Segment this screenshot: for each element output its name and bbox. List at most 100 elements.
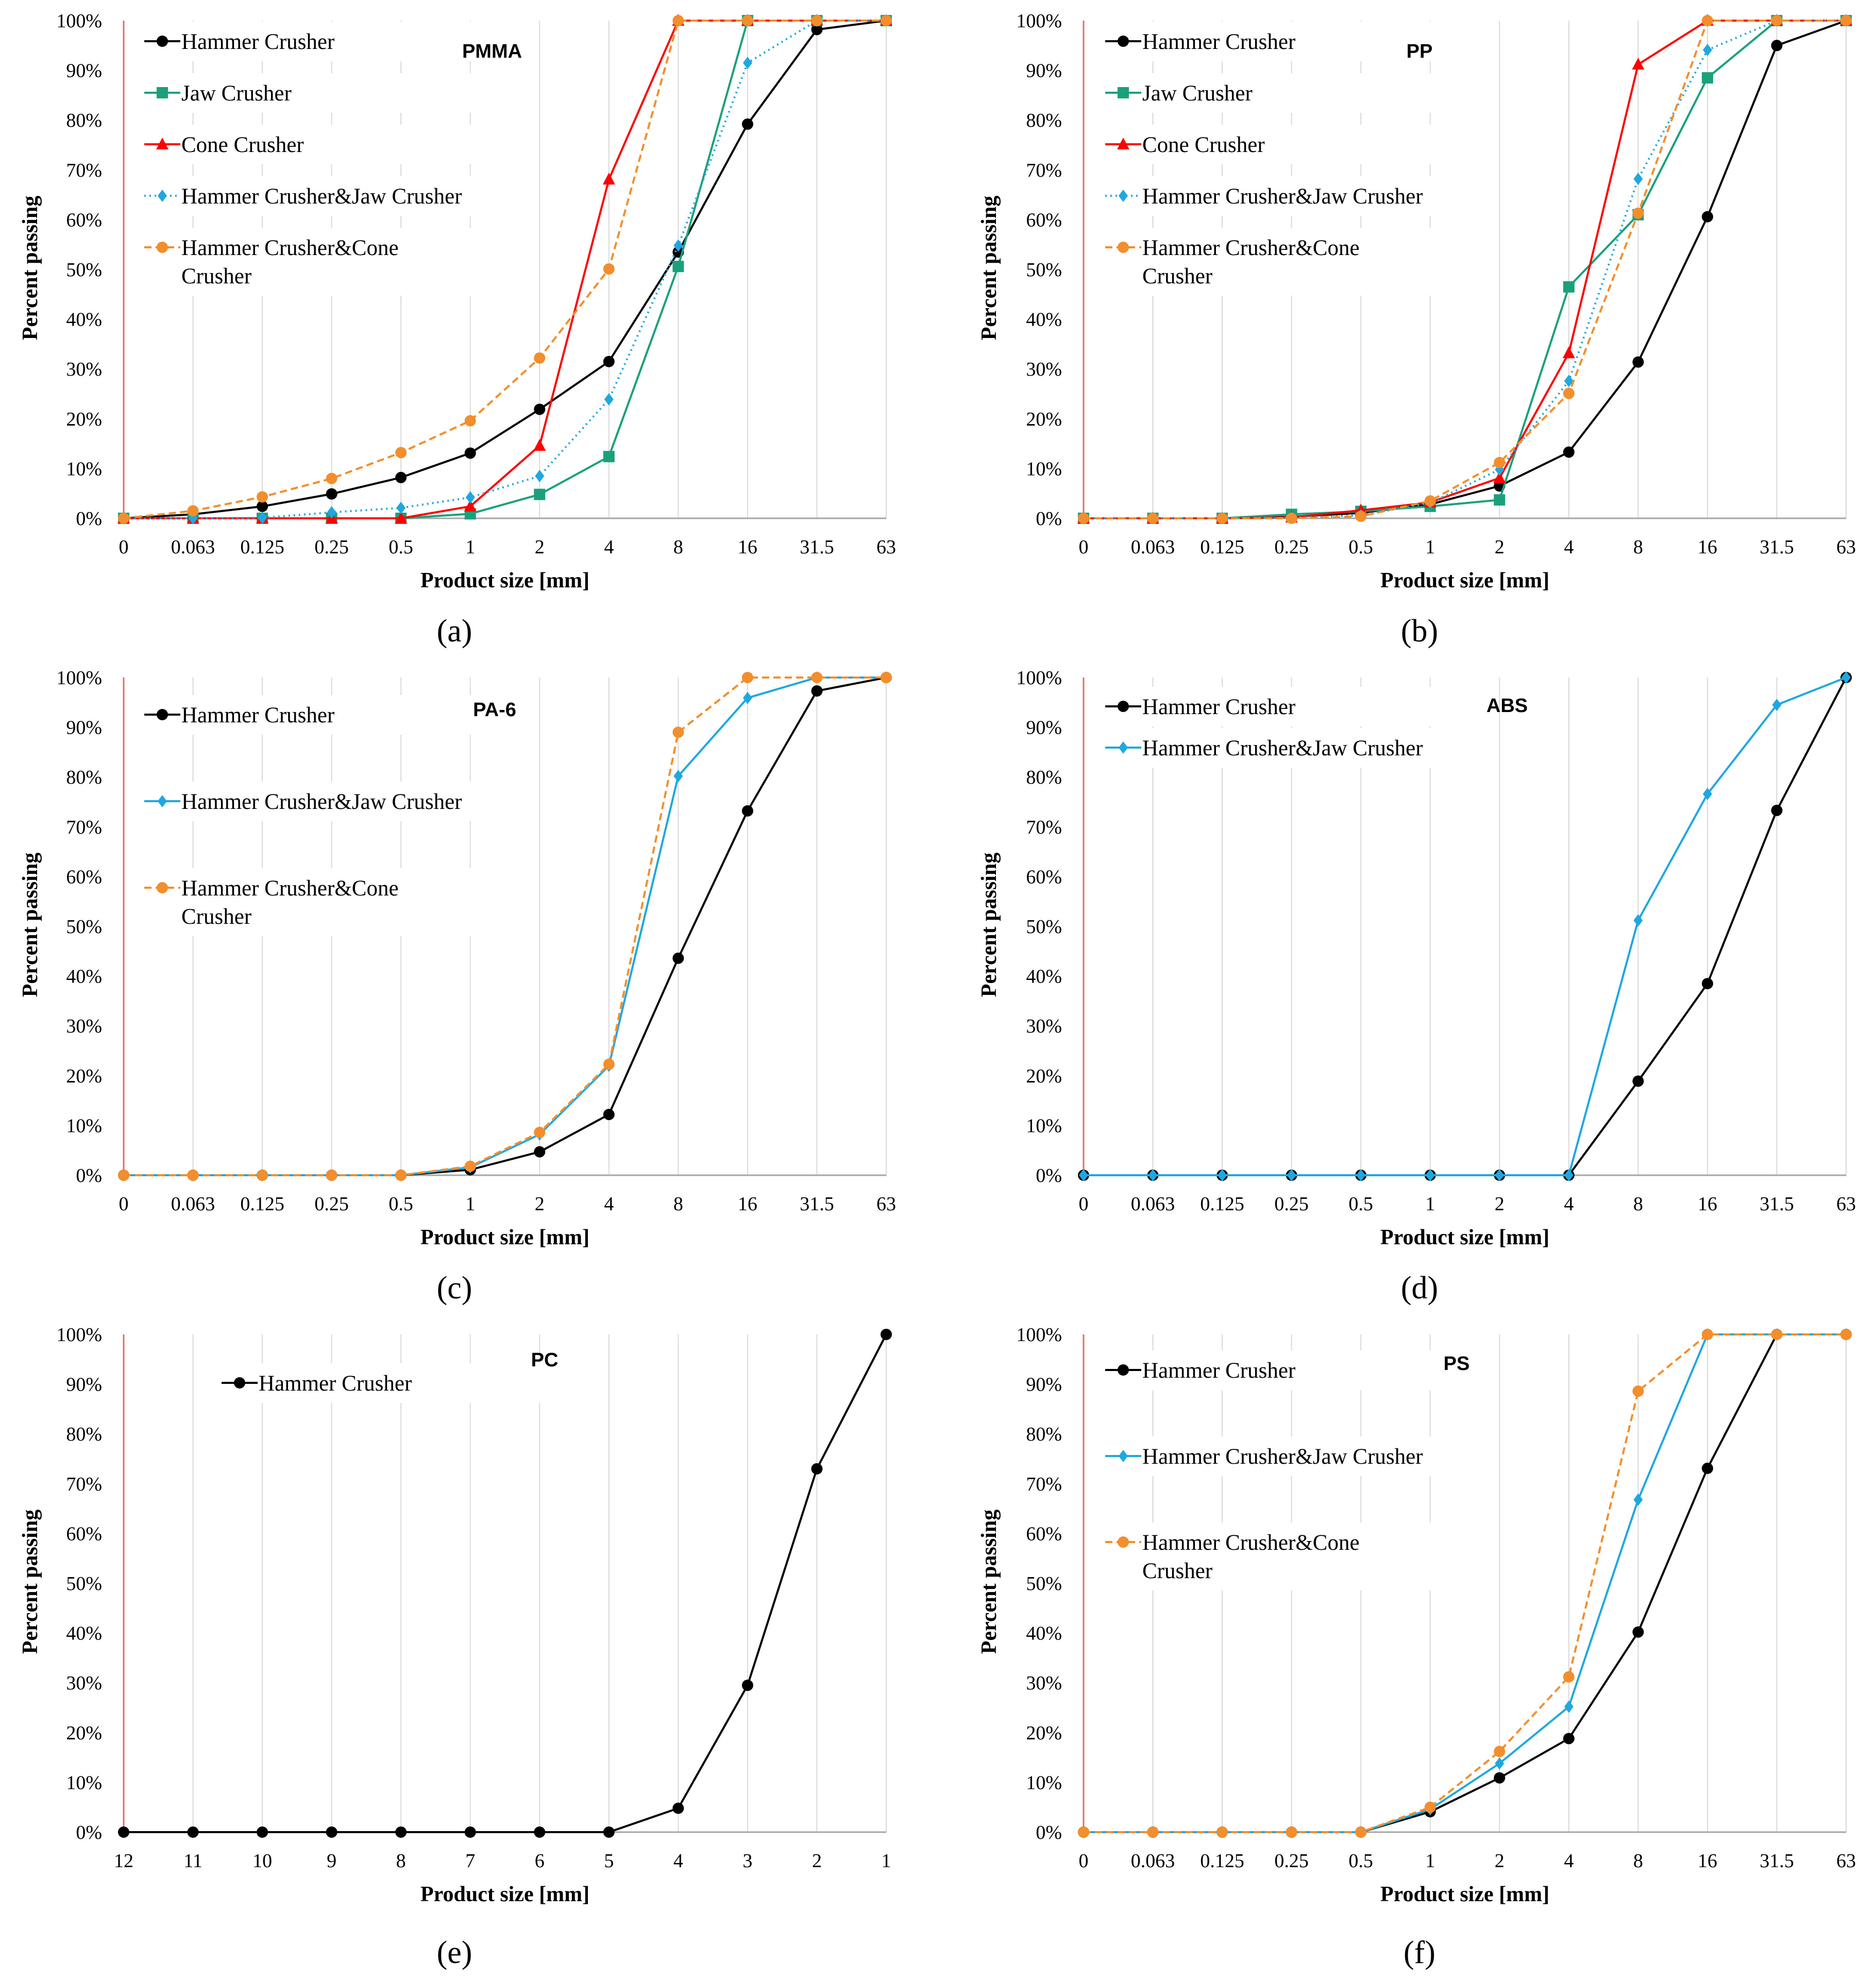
x-tick-label: 8	[673, 1193, 683, 1215]
legend: Hammer Crusher Hammer Crusher&Jaw Crusher	[1098, 687, 1490, 768]
legend-label: Hammer Crusher&Jaw Crusher	[181, 184, 462, 209]
plot-area	[118, 671, 892, 1181]
legend-marker	[1117, 138, 1129, 149]
legend-background	[1098, 228, 1490, 296]
y-tick-label: 90%	[1026, 717, 1062, 739]
y-axis-title: Percent passing	[977, 196, 1001, 340]
x-tick-label: 0	[119, 536, 129, 558]
y-tick-label: 40%	[66, 966, 102, 988]
y-tick-label: 90%	[66, 60, 102, 82]
legend-item-hammer-crusher-jaw-crusher: Hammer Crusher&Jaw Crusher	[1098, 728, 1490, 768]
legend-label: Hammer Crusher	[259, 1372, 412, 1396]
data-point	[742, 57, 752, 70]
series-line	[124, 676, 886, 1176]
y-tick-label: 100%	[56, 667, 102, 689]
y-tick-label: 0%	[1036, 508, 1062, 530]
x-tick-labels: 0 0.063 0.125 0.25 0.5 1 2 4 8 16 31.5 63	[1079, 536, 1856, 558]
y-tick-label: 0%	[1036, 1165, 1062, 1187]
y-tick-label: 50%	[1026, 1573, 1062, 1595]
y-tick-label: 30%	[1026, 359, 1062, 380]
data-point	[811, 15, 823, 26]
data-point	[1771, 1329, 1783, 1340]
data-point	[741, 805, 753, 817]
series-hammer-crusher-jaw-crusher	[1079, 671, 1851, 1181]
data-point	[603, 356, 615, 367]
x-tick-label: 2	[535, 1193, 545, 1215]
y-tick-label: 0%	[1036, 1822, 1062, 1843]
y-tick-label: 100%	[1016, 667, 1062, 689]
x-tick-label: 0	[119, 1193, 129, 1215]
data-point	[811, 685, 823, 697]
legend-label: Cone Crusher	[181, 133, 304, 157]
x-tick-label: 1	[465, 1193, 475, 1215]
data-point	[1216, 1826, 1228, 1838]
legend-item-hammer-crusher: Hammer Crusher	[137, 22, 529, 61]
data-point	[465, 491, 475, 504]
chart-title: PMMA	[462, 41, 522, 62]
y-tick-label: 20%	[66, 1065, 102, 1087]
legend-item-hammer-crusher-cone-crusher: Hammer Crusher&Cone Crusher	[1098, 228, 1490, 296]
x-tick-label: 3	[742, 1850, 752, 1872]
data-point	[533, 438, 546, 451]
data-point	[1771, 40, 1783, 52]
x-tick-label: 0.5	[1348, 1193, 1373, 1215]
data-point	[1564, 1169, 1574, 1181]
x-tick-label: 4	[604, 1193, 614, 1215]
legend-label: Jaw Crusher	[181, 81, 292, 106]
data-point	[1701, 211, 1713, 223]
y-tick-label: 70%	[66, 817, 102, 838]
data-point	[1424, 495, 1436, 507]
x-tick-label: 2	[812, 1850, 822, 1872]
data-point	[1702, 788, 1712, 801]
data-point	[1563, 1733, 1575, 1745]
data-point	[672, 1802, 684, 1814]
y-tick-labels: 0% 10% 20% 30% 40% 50% 60% 70% 80% 90% 100%	[56, 10, 102, 530]
y-tick-label: 0%	[76, 1165, 102, 1187]
data-point	[1562, 346, 1575, 359]
x-tick-label: 4	[1564, 1193, 1574, 1215]
y-tick-labels: 0% 10% 20% 30% 40% 50% 60% 70% 80% 90% 100%	[1016, 1324, 1062, 1843]
data-point	[1563, 446, 1575, 458]
x-axis-title: Product size [mm]	[1380, 1226, 1549, 1249]
data-point	[187, 505, 199, 517]
data-point	[811, 24, 823, 36]
data-point	[881, 672, 892, 683]
legend-marker	[157, 242, 168, 253]
legend-label: Cone Crusher	[1142, 133, 1265, 157]
legend-item-hammer-crusher: Hammer Crusher	[1098, 687, 1490, 726]
x-tick-label: 0	[1079, 536, 1089, 558]
data-point	[1287, 1169, 1296, 1181]
y-tick-label: 80%	[1026, 110, 1062, 131]
data-point	[1424, 1801, 1436, 1813]
legend-marker	[1118, 1536, 1129, 1548]
x-tick-label: 1	[1425, 536, 1435, 558]
x-tick-label: 0.063	[1131, 1193, 1175, 1215]
x-axis-title: Product size [mm]	[1380, 569, 1549, 593]
y-tick-label: 70%	[1026, 817, 1062, 838]
y-tick-label: 100%	[56, 10, 102, 32]
y-tick-label: 100%	[1016, 10, 1062, 32]
legend-label: Hammer Crusher&Jaw Crusher	[1142, 1445, 1423, 1469]
x-tick-label: 9	[327, 1850, 336, 1872]
legend-item-hammer-crusher-jaw-crusher: Hammer Crusher&Jaw Crusher	[1098, 176, 1490, 216]
x-tick-label: 7	[465, 1850, 475, 1872]
x-tick-labels: 12 11 10 9 8 7 6 5 4 3 2 1	[114, 1850, 891, 1872]
legend-label: Hammer Crusher	[181, 30, 334, 54]
y-tick-label: 60%	[1026, 209, 1062, 231]
data-point	[1633, 173, 1643, 185]
legend-label: Hammer Crusher&Jaw Crusher	[1142, 736, 1423, 760]
y-tick-label: 40%	[66, 309, 102, 331]
data-point	[395, 512, 408, 523]
data-point	[326, 488, 337, 500]
y-tick-label: 100%	[1016, 1324, 1062, 1346]
legend-background	[137, 73, 529, 113]
legend-item-hammer-crusher: Hammer Crusher	[214, 1363, 606, 1403]
y-tick-label: 40%	[1026, 1623, 1062, 1645]
data-point	[464, 1826, 476, 1838]
y-axis-title: Percent passing	[19, 853, 42, 997]
legend-marker	[156, 138, 168, 149]
x-tick-label: 16	[738, 1193, 757, 1215]
x-tick-labels: 0 0.063 0.125 0.25 0.5 1 2 4 8 16 31.5 63	[119, 1193, 897, 1215]
data-point	[1563, 281, 1575, 293]
chart-title: PP	[1407, 41, 1433, 62]
